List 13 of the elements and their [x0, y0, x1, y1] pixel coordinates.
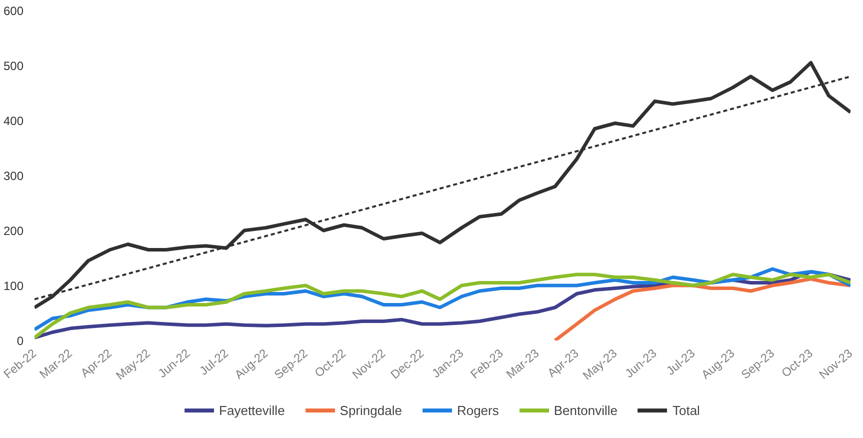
legend-label: Rogers [456, 402, 499, 418]
legend-label: Fayetteville [219, 402, 285, 418]
y-tick-label: 400 [3, 114, 24, 128]
y-tick-label: 200 [3, 224, 24, 238]
y-tick-label: 100 [3, 279, 24, 293]
y-tick-label: 300 [3, 169, 24, 183]
legend-label: Springdale [340, 402, 402, 418]
y-tick-label: 600 [3, 4, 24, 18]
legend-label: Total [672, 402, 700, 418]
y-tick-label: 0 [16, 334, 24, 348]
y-tick-label: 500 [3, 59, 24, 73]
line-series [553, 277, 850, 340]
legend-label: Bentonville [554, 402, 618, 418]
